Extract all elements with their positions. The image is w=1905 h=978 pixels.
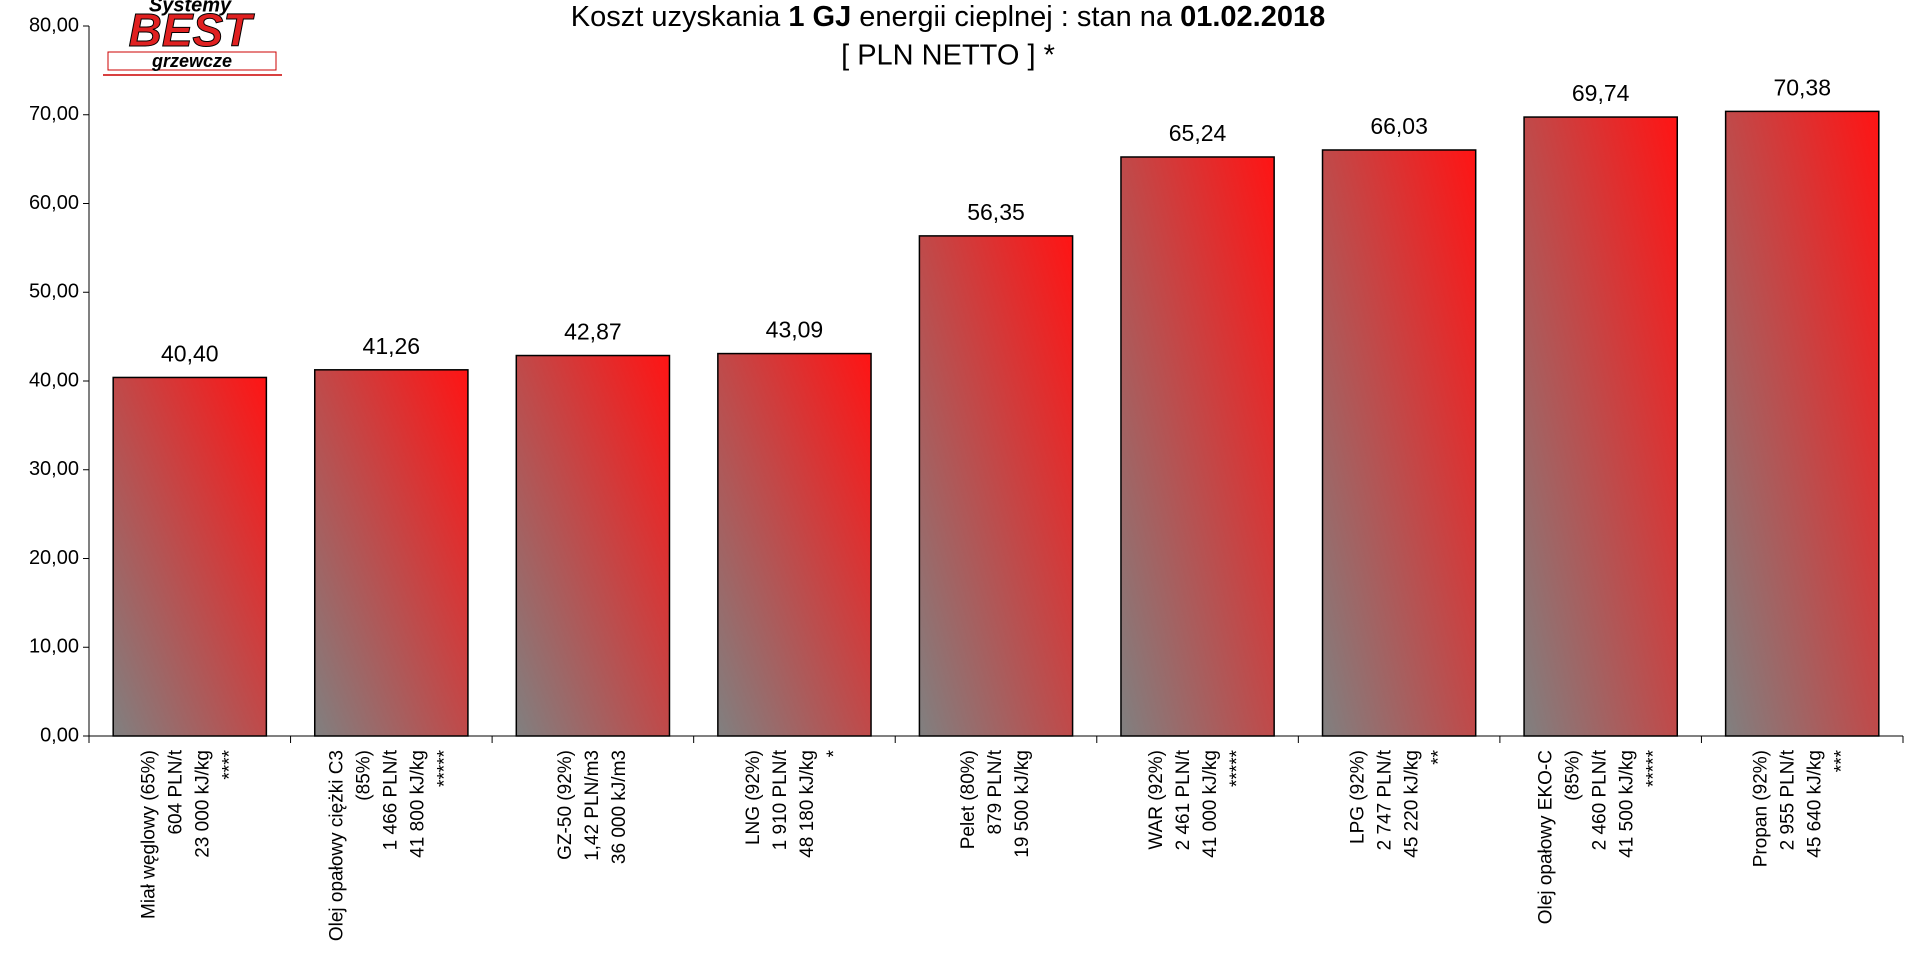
- x-tick-label: ****: [219, 749, 240, 779]
- x-tick-label: 48 180 kJ/kg: [797, 750, 818, 858]
- logo: Systemy BEST grzewcze: [103, 0, 282, 76]
- x-tick-label: (85%): [353, 750, 374, 801]
- x-tick-label: 19 500 kJ/kg: [1012, 750, 1033, 858]
- x-tick-label: Olej opałowy ciężki C3: [326, 750, 347, 941]
- title-part: 01.02.2018: [1180, 1, 1325, 33]
- x-tick-label: 45 640 kJ/kg: [1805, 750, 1826, 858]
- y-tick-label: 50,00: [29, 281, 79, 303]
- title-part: 1 GJ: [788, 1, 851, 33]
- x-tick-label: LNG (92%): [743, 750, 764, 845]
- bar: [1321, 149, 1477, 737]
- x-tick-label: Propan (92%): [1751, 750, 1772, 867]
- title-part: energii cieplnej : stan na: [851, 1, 1180, 33]
- x-tick-label: 41 000 kJ/kg: [1200, 750, 1221, 858]
- value-label: 65,24: [1169, 120, 1227, 146]
- x-tick-label: *****: [1644, 749, 1665, 787]
- x-tick-label: 2 747 PLN/t: [1375, 749, 1396, 850]
- bar: [112, 376, 268, 737]
- x-tick-label: (85%): [1563, 750, 1584, 801]
- x-tick-label: 41 800 kJ/kg: [407, 750, 428, 858]
- x-tick-label: **: [1429, 749, 1450, 764]
- value-label: 41,26: [363, 333, 421, 359]
- bar: [1724, 110, 1880, 737]
- x-tick-label: LPG (92%): [1348, 750, 1369, 844]
- y-tick-label: 60,00: [29, 192, 79, 214]
- value-label: 40,40: [161, 341, 219, 367]
- y-tick-label: 80,00: [29, 14, 79, 36]
- chart-title: Koszt uzyskania 1 GJ energii cieplnej : …: [571, 1, 1326, 33]
- value-label: 56,35: [967, 199, 1025, 225]
- value-label: 66,03: [1370, 113, 1428, 139]
- x-tick-label: 2 461 PLN/t: [1173, 749, 1194, 850]
- y-tick-label: 40,00: [29, 369, 79, 391]
- logo-top: Systemy: [149, 0, 232, 16]
- x-tick-label: *****: [434, 749, 455, 787]
- y-tick-label: 10,00: [29, 636, 79, 658]
- x-tick-label: 1 910 PLN/t: [770, 749, 791, 850]
- bar: [1523, 116, 1679, 737]
- x-tick-label: WAR (92%): [1146, 750, 1167, 850]
- logo-brand: BEST: [129, 4, 256, 56]
- bar: [313, 369, 469, 737]
- x-tick-label: 45 220 kJ/kg: [1402, 750, 1423, 858]
- x-tick-label: 1,42 PLN/m3: [582, 750, 603, 861]
- x-tick-label: Miał węglowy (65%): [138, 750, 159, 919]
- chart-subtitle: [ PLN NETTO ] *: [841, 40, 1055, 72]
- x-tick-label: 41 500 kJ/kg: [1617, 750, 1638, 858]
- x-tick-label: Pelet (80%): [958, 750, 979, 849]
- y-tick-label: 70,00: [29, 103, 79, 125]
- bar: [918, 235, 1074, 737]
- x-tick-label: ***: [1832, 749, 1853, 772]
- x-tick-label: Olej opałowy EKO-C: [1536, 750, 1557, 924]
- x-tick-label: 23 000 kJ/kg: [192, 750, 213, 858]
- value-label: 70,38: [1773, 74, 1831, 100]
- y-tick-label: 0,00: [40, 724, 79, 746]
- value-label: 69,74: [1572, 80, 1630, 106]
- x-tick-label: 604 PLN/t: [165, 749, 186, 834]
- title-part: Koszt uzyskania: [571, 1, 789, 33]
- x-tick-label: 2 460 PLN/t: [1590, 749, 1611, 850]
- value-label: 43,09: [766, 317, 824, 343]
- x-tick-label: *: [824, 749, 845, 757]
- logo-bottom: grzewcze: [151, 51, 232, 71]
- y-tick-label: 30,00: [29, 458, 79, 480]
- x-tick-label: *****: [1227, 749, 1248, 787]
- bar: [515, 354, 671, 737]
- value-label: 42,87: [564, 319, 622, 345]
- logo-band: [107, 51, 277, 71]
- bar: [717, 352, 872, 737]
- x-tick-label: 1 466 PLN/t: [380, 749, 401, 850]
- x-tick-label: 36 000 kJ/m3: [609, 750, 630, 864]
- x-tick-label: GZ-50 (92%): [555, 750, 576, 860]
- bar: [1120, 156, 1275, 737]
- y-tick-label: 20,00: [29, 547, 79, 569]
- x-tick-label: 879 PLN/t: [985, 749, 1006, 834]
- x-tick-label: 2 955 PLN/t: [1778, 749, 1799, 850]
